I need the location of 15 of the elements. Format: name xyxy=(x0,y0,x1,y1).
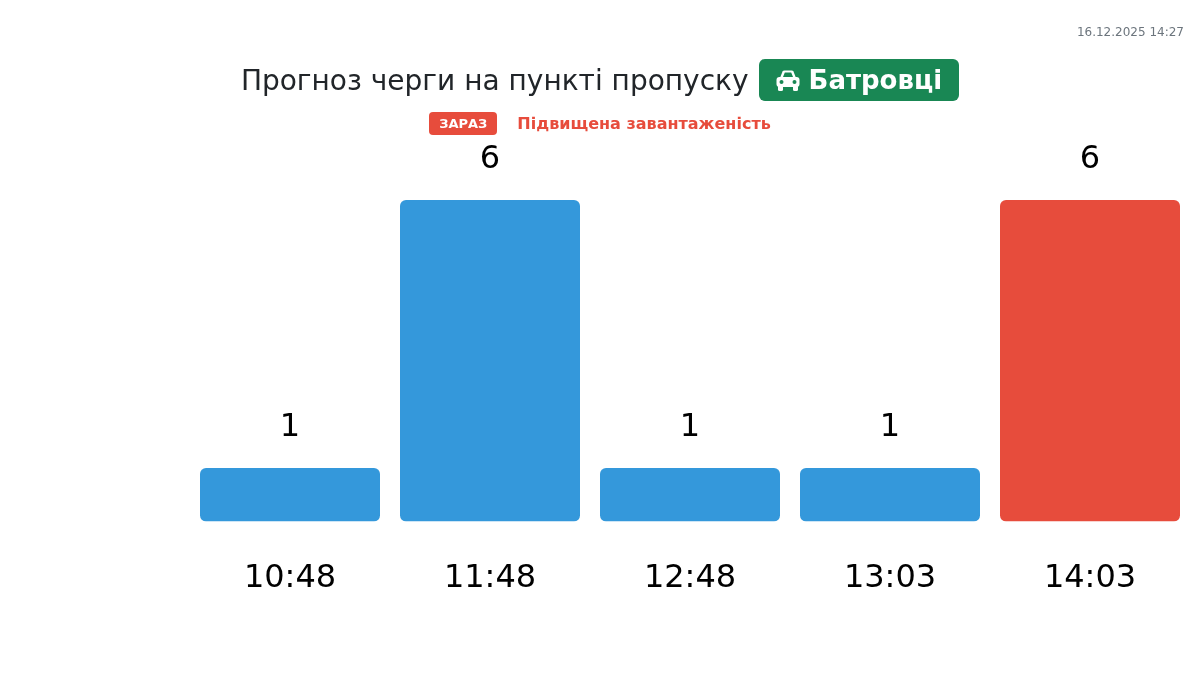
data-label: 1 xyxy=(679,406,701,445)
x-tick-label: 10:48 xyxy=(243,557,337,596)
chart-title: Прогноз черги на пункті пропуску xyxy=(240,63,749,97)
text: 16.12.2025 14:27 xyxy=(1076,24,1184,40)
data-label: 1 xyxy=(279,406,301,445)
x-tick-label: 12:48 xyxy=(643,557,737,596)
data-label: 6 xyxy=(479,138,501,177)
x-tick-label: 14:03 xyxy=(1043,557,1137,596)
x-tick-label: 11:48 xyxy=(443,557,537,596)
x-tick-label: 13:03 xyxy=(843,557,937,596)
location-badge: Батровці xyxy=(758,59,960,101)
data-label: 6 xyxy=(1079,138,1101,177)
text: Підвищена завантаженість xyxy=(517,113,771,133)
status-badge: ЗАРАЗ xyxy=(429,111,498,135)
data-label: 1 xyxy=(879,406,901,445)
